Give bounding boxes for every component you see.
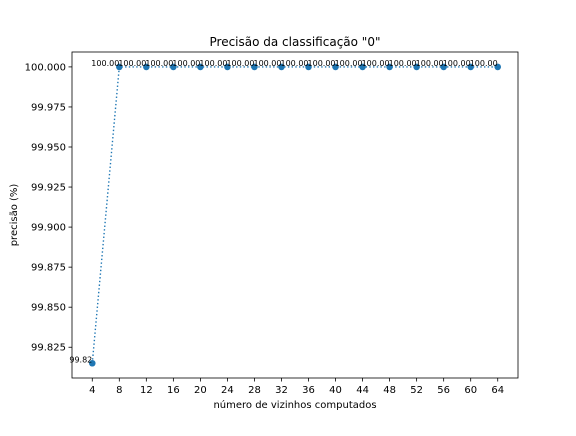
data-label: 100.00 <box>362 59 390 68</box>
x-tick-label: 52 <box>410 385 423 396</box>
data-label: 100.00 <box>308 59 336 68</box>
data-point <box>386 63 393 71</box>
data-label: 100.00 <box>172 59 200 68</box>
data-label: 100.00 <box>226 59 254 68</box>
y-tick-label: 99.950 <box>31 142 66 153</box>
x-tick-label: 64 <box>491 385 504 396</box>
y-tick-label: 100.000 <box>25 62 66 73</box>
y-tick-label: 99.875 <box>31 263 66 274</box>
data-point <box>170 63 177 71</box>
x-axis-label: número de vizinhos computados <box>213 399 376 411</box>
data-point <box>278 63 285 71</box>
x-tick-label: 32 <box>275 385 288 396</box>
data-point <box>224 63 231 71</box>
x-tick-label: 56 <box>437 385 450 396</box>
data-label: 99.82 <box>69 355 92 364</box>
data-label: 100.00 <box>443 59 471 68</box>
x-tick-label: 60 <box>464 385 477 396</box>
data-point <box>413 63 420 71</box>
x-tick-label: 4 <box>89 385 95 396</box>
data-label: 100.00 <box>145 59 173 68</box>
data-label: 100.00 <box>281 59 309 68</box>
data-point <box>197 63 204 71</box>
x-tick-label: 8 <box>116 385 122 396</box>
data-label: 100.00 <box>118 59 146 68</box>
data-point <box>359 63 366 71</box>
x-tick-label: 12 <box>140 385 153 396</box>
x-axis-ticks: 4 8 12 16 20 24 28 32 36 40 44 48 52 56 60 64 <box>89 378 504 396</box>
data-point <box>116 63 123 71</box>
plot-area-frame <box>71 51 519 379</box>
data-point <box>332 63 339 71</box>
y-tick-label: 99.975 <box>31 102 66 113</box>
data-point <box>305 63 312 71</box>
data-point <box>494 63 502 71</box>
x-tick-label: 44 <box>356 385 369 396</box>
y-tick-label: 99.925 <box>31 183 66 194</box>
data-point <box>88 359 96 367</box>
data-label: 100.00 <box>389 59 417 68</box>
x-tick-label: 40 <box>329 385 342 396</box>
y-axis-label: precisão (%) <box>9 184 20 247</box>
y-tick-label: 99.850 <box>31 303 66 314</box>
data-label: 100.00 <box>199 59 227 68</box>
x-tick-label: 24 <box>221 385 234 396</box>
data-point <box>467 63 474 71</box>
data-label: 100.00 <box>416 59 444 68</box>
chart-title: Precisão da classificação "0" <box>210 35 381 49</box>
x-tick-label: 48 <box>383 385 396 396</box>
data-point <box>143 63 150 71</box>
y-tick-label: 99.900 <box>31 223 66 234</box>
data-label: 100.00 <box>253 59 281 68</box>
y-tick-label: 99.825 <box>31 343 66 354</box>
data-label: 100.00 <box>335 59 363 68</box>
data-point <box>440 63 447 71</box>
data-label: 100.00 <box>91 59 119 68</box>
x-tick-label: 28 <box>248 385 261 396</box>
data-point <box>251 63 258 71</box>
y-axis-ticks: 99.825 99.850 99.875 99.900 99.925 99.950 99.9… <box>25 62 72 354</box>
x-tick-label: 16 <box>167 385 180 396</box>
x-tick-label: 20 <box>194 385 207 396</box>
data-label: 100.00 <box>470 59 498 68</box>
x-tick-label: 36 <box>302 385 315 396</box>
